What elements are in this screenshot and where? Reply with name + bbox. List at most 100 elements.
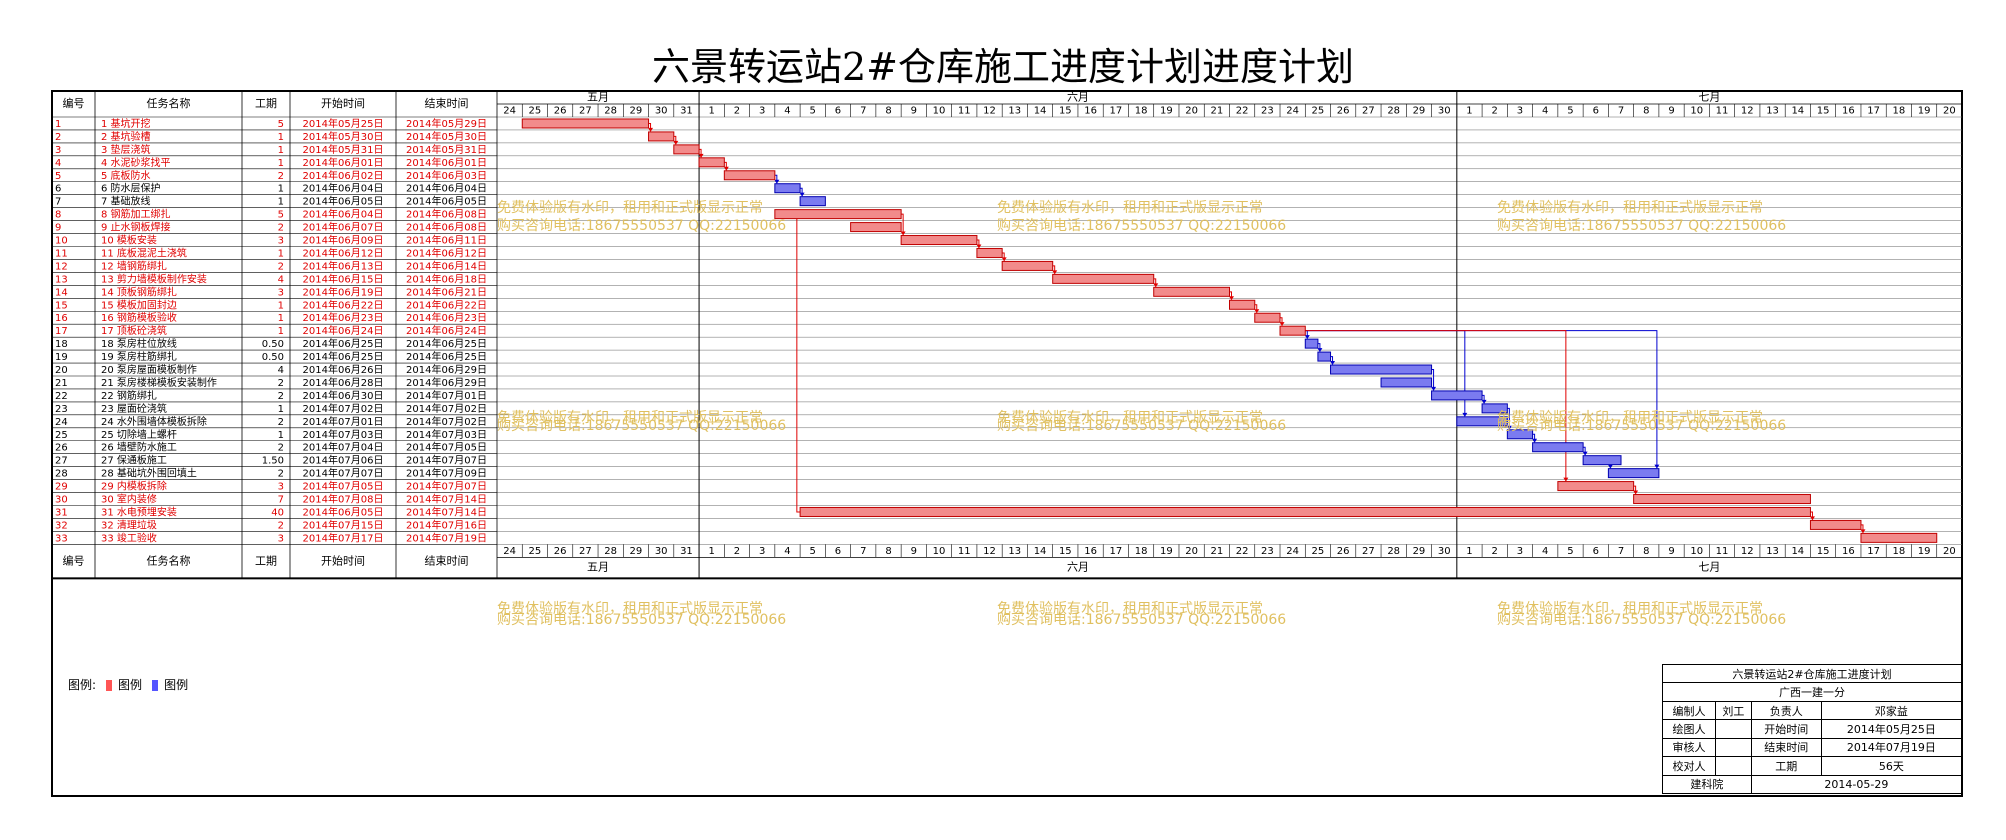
day-label: 25	[529, 546, 542, 557]
info-cell: 邓家益	[1820, 700, 1963, 721]
footer-header-id: 编号	[63, 553, 85, 567]
footer-header-dur: 工期	[255, 554, 277, 567]
watermark-text: 购买咨询电话:18675550537 QQ:22150066	[997, 612, 1286, 628]
dependency-arrow	[1317, 343, 1321, 351]
task-end: 2014年07月07日	[406, 454, 487, 467]
task-id: 11	[55, 248, 68, 259]
task-end: 2014年07月02日	[406, 415, 487, 428]
dependency-arrowhead	[1633, 490, 1639, 495]
task-duration: 1	[278, 313, 284, 324]
task-duration: 1	[278, 132, 284, 143]
watermark-text: 免费体验版有水印，租用和正式版显示正常	[497, 200, 763, 216]
task-end: 2014年06月01日	[406, 156, 487, 169]
dependency-arrow	[1431, 369, 1435, 389]
day-label: 30	[1438, 546, 1451, 557]
task-end: 2014年07月05日	[406, 441, 487, 454]
day-label: 15	[1817, 106, 1830, 117]
task-start: 2014年06月24日	[303, 324, 384, 337]
dependency-arrowhead	[1654, 464, 1660, 469]
task-name: 23 屋面砼浇筑	[101, 402, 167, 415]
day-label: 29	[630, 106, 643, 117]
day-label: 27	[579, 546, 592, 557]
header-dur: 工期	[255, 97, 277, 110]
task-start: 2014年06月28日	[303, 376, 384, 389]
month-label: 七月	[1698, 91, 1720, 104]
task-name: 18 泵房柱位放线	[101, 337, 177, 350]
info-cell: 开始时间	[1750, 719, 1822, 739]
day-label: 11	[1716, 546, 1729, 557]
day-label: 5	[1567, 106, 1573, 117]
day-label: 12	[983, 106, 996, 117]
gantt-bar	[1279, 325, 1306, 336]
task-name: 31 水电预埋安装	[101, 505, 177, 518]
day-label: 2	[1492, 546, 1498, 557]
day-label: 13	[1008, 546, 1021, 557]
task-duration: 3	[278, 236, 284, 247]
gantt-bar	[850, 222, 902, 233]
day-label: 22	[1236, 106, 1249, 117]
dependency-arrowhead	[1431, 386, 1437, 391]
day-label: 12	[1741, 546, 1754, 557]
task-id: 29	[55, 482, 68, 493]
task-duration: 3	[278, 287, 284, 298]
watermark-text: 购买咨询电话:18675550537 QQ:22150066	[1497, 218, 1786, 234]
day-label: 15	[1817, 546, 1830, 557]
dependency-arrow	[648, 122, 652, 130]
day-label: 21	[1211, 106, 1224, 117]
task-start: 2014年06月15日	[303, 272, 384, 285]
dependency-arrowhead	[673, 140, 679, 145]
day-label: 8	[885, 546, 891, 557]
info-cell: 56天	[1820, 756, 1963, 776]
day-label: 31	[680, 106, 693, 117]
task-end: 2014年06月14日	[406, 259, 487, 272]
task-duration: 1	[278, 300, 284, 311]
header-end: 结束时间	[425, 97, 469, 110]
watermark-text: 购买咨询电话:18675550537 QQ:22150066	[1497, 612, 1786, 628]
task-duration: 5	[278, 119, 284, 130]
day-label: 9	[911, 106, 917, 117]
task-end: 2014年06月18日	[406, 272, 487, 285]
task-name: 32 清理垃圾	[101, 518, 157, 531]
task-duration: 2	[278, 443, 284, 454]
task-name: 28 基础坑外围回填土	[101, 467, 197, 480]
task-id: 12	[55, 261, 68, 272]
task-start: 2014年06月04日	[303, 208, 384, 221]
task-name: 26 墙壁防水施工	[101, 441, 177, 454]
task-name: 17 顶板砼浇筑	[101, 324, 167, 337]
day-label: 10	[1690, 546, 1703, 557]
footer-header-end: 结束时间	[425, 554, 469, 567]
task-start: 2014年05月30日	[303, 130, 384, 143]
task-name: 33 竣工验收	[101, 531, 157, 544]
task-name: 9 止水钢板焊接	[101, 221, 171, 234]
watermark-text: 免费体验版有水印，租用和正式版显示正常	[497, 410, 763, 426]
gantt-bar	[1557, 481, 1635, 492]
task-duration: 2	[278, 378, 284, 389]
day-label: 11	[958, 546, 971, 557]
day-label: 16	[1084, 546, 1097, 557]
day-label: 19	[1918, 546, 1931, 557]
info-cell: 2014年07月19日	[1820, 737, 1963, 758]
gantt-bar	[1456, 416, 1508, 427]
day-label: 13	[1766, 106, 1779, 117]
gantt-bar	[1607, 468, 1660, 479]
header-name: 任务名称	[147, 96, 191, 110]
task-id: 23	[55, 404, 68, 415]
task-name: 3 垫层浇筑	[101, 143, 151, 156]
task-end: 2014年07月01日	[406, 389, 487, 402]
gantt-bar	[698, 157, 725, 168]
day-label: 6	[835, 546, 841, 557]
task-end: 2014年06月03日	[406, 169, 487, 182]
task-duration: 2	[278, 171, 284, 182]
task-duration: 2	[278, 261, 284, 272]
day-label: 9	[1668, 546, 1674, 557]
task-id: 15	[55, 300, 68, 311]
gantt-bar	[1633, 494, 1811, 505]
day-label: 30	[655, 106, 668, 117]
info-cell: 刘工	[1714, 700, 1752, 721]
dependency-arrow	[1229, 291, 1232, 299]
info-cell	[1714, 737, 1752, 758]
task-end: 2014年06月08日	[406, 208, 487, 221]
task-name: 30 室内装修	[101, 493, 157, 506]
task-id: 25	[55, 430, 68, 441]
